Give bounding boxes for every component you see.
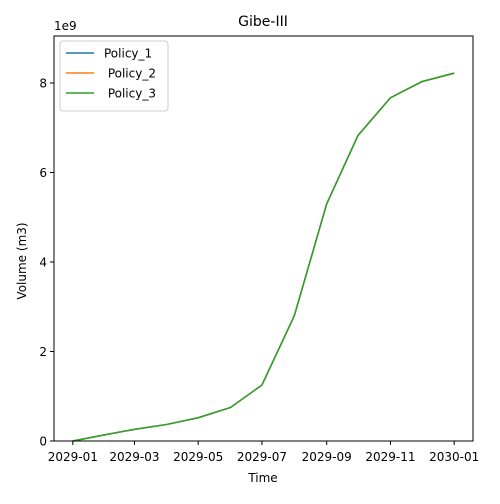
y-axis: 0 2 4 6 8 <box>39 76 54 449</box>
x-tick-label: 2029-03 <box>109 450 159 464</box>
series-layer <box>72 72 455 442</box>
legend: Policy_1 Policy_2 Policy_3 <box>59 40 169 112</box>
x-tick-label: 2030-01 <box>429 450 479 464</box>
series-line-3 <box>72 72 455 442</box>
legend-label: Policy_1 <box>104 47 152 61</box>
y-tick-label: 4 <box>39 255 47 269</box>
x-tick-label: 2029-09 <box>302 450 352 464</box>
x-tick-label: 2029-01 <box>48 450 98 464</box>
y-tick-label: 6 <box>39 166 47 180</box>
x-tick-label: 2029-07 <box>237 450 287 464</box>
x-tick-label: 2029-05 <box>173 450 223 464</box>
y-axis-label: Volume (m3) <box>15 222 29 299</box>
x-axis: 2029-01 2029-03 2029-05 2029-07 2029-09 2029-… <box>48 441 479 464</box>
x-tick-label: 2029-11 <box>365 450 415 464</box>
y-tick-label: 8 <box>39 76 47 90</box>
x-axis-label: Time <box>247 471 277 485</box>
chart-title: Gibe-III <box>238 14 288 30</box>
y-tick-label: 0 <box>39 435 47 449</box>
plot-frame <box>53 35 474 442</box>
y-tick-label: 2 <box>39 345 47 359</box>
legend-label: Policy_2 <box>104 67 156 81</box>
legend-label: Policy_3 <box>104 87 156 101</box>
y-axis-offset-label: 1e9 <box>54 19 77 33</box>
